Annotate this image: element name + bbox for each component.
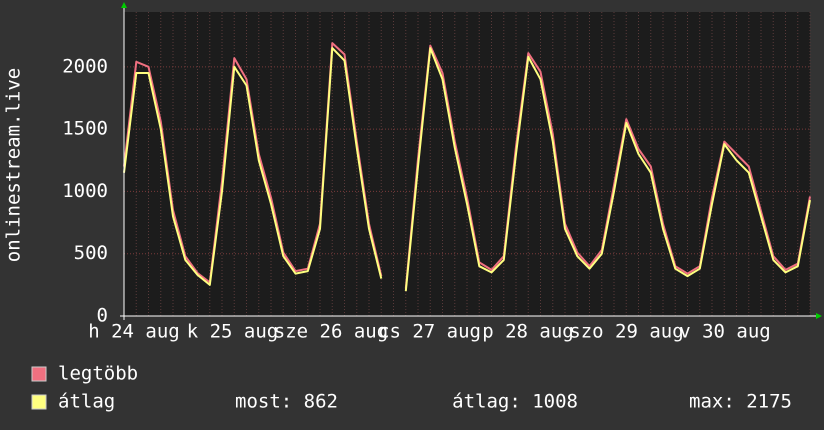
legend-swatch <box>31 394 47 410</box>
y-tick-label: 500 <box>74 242 108 264</box>
legend-swatch <box>31 366 47 382</box>
x-tick-label: sze 26 aug <box>274 321 388 343</box>
legend-label: átlag <box>58 391 115 413</box>
axis-arrow <box>121 2 127 8</box>
stat-label: most: 862 <box>235 391 338 413</box>
x-tick-label: v 30 aug <box>679 321 771 343</box>
y-tick-label: 0 <box>97 305 108 327</box>
x-tick-label: k 25 aug <box>187 321 279 343</box>
stat-label: max: 2175 <box>689 391 792 413</box>
x-tick-label: p 28 aug <box>482 321 574 343</box>
x-tick-label: h 24 aug <box>88 321 180 343</box>
legend-label: legtöbb <box>58 363 138 385</box>
y-axis-label: onlinestream.live <box>3 68 25 262</box>
plot-area <box>124 12 810 316</box>
x-tick-label: cs 27 aug <box>378 321 481 343</box>
axis-arrow <box>816 313 822 319</box>
stat-label: átlag: 1008 <box>452 391 578 413</box>
series-line <box>123 47 811 292</box>
x-tick-label: szo 29 aug <box>569 321 683 343</box>
y-tick-label: 1500 <box>62 118 108 140</box>
y-tick-label: 2000 <box>62 55 108 77</box>
y-tick-label: 1000 <box>62 180 108 202</box>
